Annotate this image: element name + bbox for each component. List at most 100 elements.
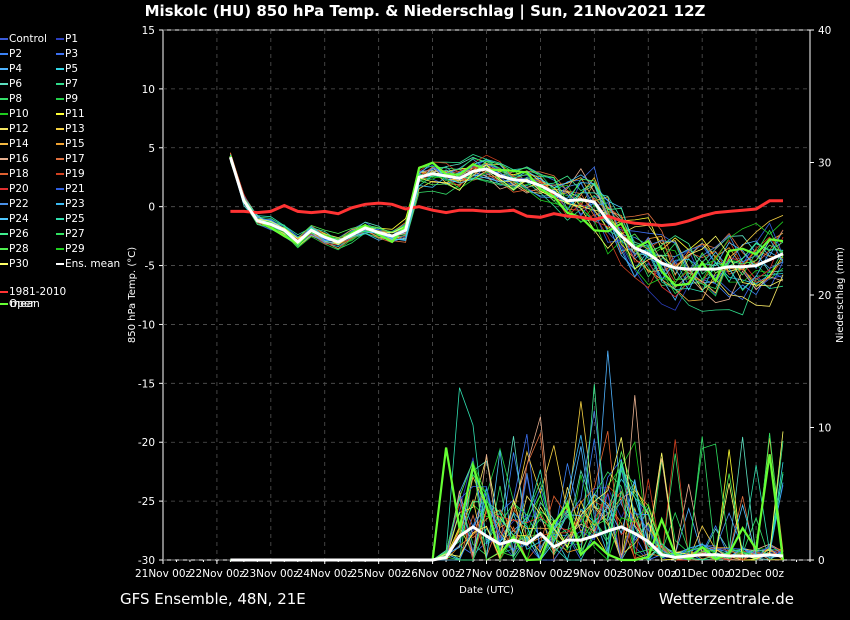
legend-item: P4 [0, 63, 22, 75]
member-temp-line [230, 154, 784, 293]
y-tick-label-right: 20 [818, 290, 831, 302]
y-tick-label-left: 0 [148, 202, 155, 214]
x-tick-label: 24Nov 00z [297, 568, 354, 580]
legend-item: P28 [0, 243, 29, 255]
legend-item: P7 [56, 78, 78, 90]
legend-label: Oper [9, 298, 35, 310]
legend-item: P18 [0, 168, 29, 180]
legend-label: P5 [65, 63, 79, 75]
legend-item: P25 [56, 213, 85, 225]
legend-item: P2 [0, 48, 22, 60]
x-tick-label: 21Nov 00z [135, 568, 192, 580]
legend-item: P27 [56, 228, 85, 240]
legend-label: P13 [65, 123, 85, 135]
legend-label: P4 [9, 63, 23, 75]
legend-label: P23 [65, 198, 85, 210]
legend-label: P29 [65, 243, 85, 255]
y-tick-label-left: -25 [138, 496, 155, 508]
legend-swatch [56, 188, 64, 190]
x-tick-label: 26Nov 00z [405, 568, 462, 580]
legend-swatch [0, 173, 8, 175]
y-tick-label-left: -10 [138, 319, 155, 331]
legend-item: P9 [56, 93, 78, 105]
legend-swatch [56, 158, 64, 160]
legend-item: Control [0, 33, 47, 45]
legend-item: P11 [56, 108, 85, 120]
y-tick-label-left: -30 [138, 555, 155, 567]
legend-swatch [0, 203, 8, 205]
y-tick-label-right: 30 [818, 158, 831, 170]
legend-label: P2 [9, 48, 23, 60]
legend-label: P17 [65, 153, 85, 165]
legend-item: P15 [56, 138, 85, 150]
legend-item: P19 [56, 168, 85, 180]
legend-label: P18 [9, 168, 29, 180]
legend-swatch [0, 291, 8, 293]
y-tick-label-left: 15 [142, 25, 155, 37]
legend-label: P21 [65, 183, 85, 195]
legend-label: P22 [9, 198, 29, 210]
legend-item: P6 [0, 78, 22, 90]
member-temp-line [230, 153, 784, 307]
y-tick-label-left: -5 [145, 261, 155, 273]
member-precip-line [230, 395, 784, 561]
x-axis-label: Date (UTC) [459, 585, 514, 596]
y-tick-label-left: -15 [138, 378, 155, 390]
legend-swatch [0, 128, 8, 130]
footer-model-label: GFS Ensemble, 48N, 21E [120, 590, 306, 608]
legend-item: P26 [0, 228, 29, 240]
x-tick-label: 01Dec 00z [674, 568, 730, 580]
legend-label: Control [9, 33, 47, 45]
legend-label: P26 [9, 228, 29, 240]
legend-swatch [56, 203, 64, 205]
member-temp-line [230, 158, 784, 291]
legend-item: P13 [56, 123, 85, 135]
x-tick-label: 27Nov 00z [458, 568, 515, 580]
legend-label: P24 [9, 213, 29, 225]
x-tick-label: 29Nov 00z [566, 568, 623, 580]
legend-item: P5 [56, 63, 78, 75]
legend-item: P29 [56, 243, 85, 255]
y-tick-label-left: 10 [142, 84, 155, 96]
legend-item: P24 [0, 213, 29, 225]
legend-swatch [56, 83, 64, 85]
legend-swatch [56, 53, 64, 55]
legend-swatch [0, 248, 8, 250]
legend-label: P8 [9, 93, 23, 105]
footer-source-label: Wetterzentrale.de [658, 590, 794, 608]
legend-swatch [0, 233, 8, 235]
legend-label: P25 [65, 213, 85, 225]
y-axis-label-left: 850 hPa Temp. (°C) [127, 247, 138, 343]
legend-item: P10 [0, 108, 29, 120]
legend-item: P21 [56, 183, 85, 195]
legend-swatch [56, 173, 64, 175]
legend-label: P3 [65, 48, 79, 60]
legend-label: Ens. mean [65, 258, 121, 270]
y-tick-label-left: -20 [138, 437, 155, 449]
legend-swatch [56, 143, 64, 145]
legend-swatch [0, 303, 8, 305]
legend-swatch [56, 98, 64, 100]
legend-item: P30 [0, 258, 29, 270]
legend-label: 1981-2010 mean [9, 286, 67, 310]
legend-swatch [0, 143, 8, 145]
legend-item: P23 [56, 198, 85, 210]
legend-label: P7 [65, 78, 79, 90]
legend-item: Ens. mean [56, 258, 120, 270]
legend-label: P11 [65, 108, 85, 120]
ensemble-mean-temp-line [228, 156, 784, 271]
legend-swatch [0, 98, 8, 100]
y-axis-label-right: Niederschlag (mm) [835, 247, 846, 343]
legend-item: P8 [0, 93, 22, 105]
climatology-mean-line [230, 199, 783, 228]
legend-label: P19 [65, 168, 85, 180]
legend-swatch [0, 263, 8, 265]
legend-swatch [0, 158, 8, 160]
x-tick-label: 30Nov 00z [620, 568, 677, 580]
legend-item: P1 [56, 33, 78, 45]
legend-label: P16 [9, 153, 29, 165]
legend-item: 1981-2010 mean [0, 286, 66, 310]
legend-swatch [0, 53, 8, 55]
legend-swatch [0, 218, 8, 220]
legend-label: P15 [65, 138, 85, 150]
